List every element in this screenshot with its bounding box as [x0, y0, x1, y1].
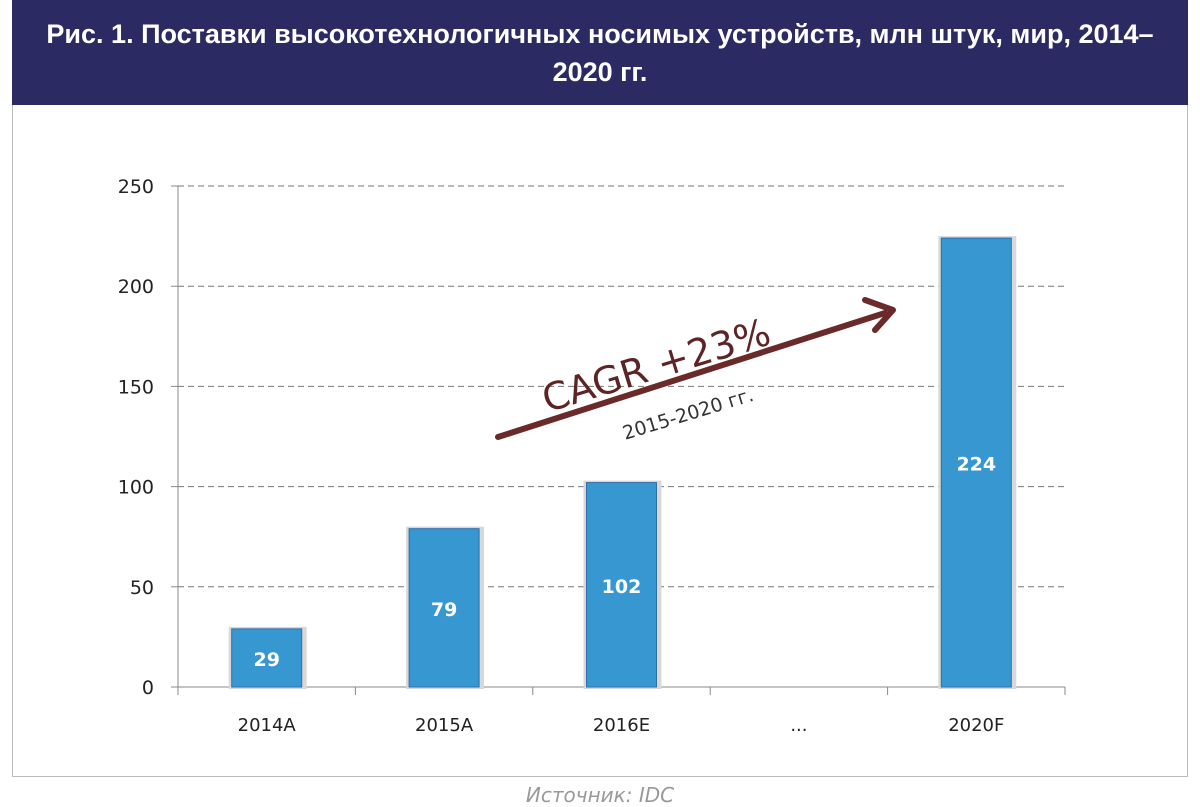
y-tick-label: 150 [118, 376, 154, 398]
bar [231, 628, 303, 688]
arrow-head-icon [862, 297, 896, 333]
data-label: 224 [956, 454, 996, 476]
y-tick-label: 100 [118, 477, 154, 499]
chart-frame [12, 105, 1188, 777]
x-tick-label: 2015A [415, 715, 474, 736]
x-tick-label: 2016E [593, 715, 650, 736]
bar [940, 237, 1012, 688]
y-tick-label: 0 [142, 677, 154, 699]
source-note: Источник: IDC [525, 783, 675, 807]
x-tick-label: ... [790, 715, 807, 736]
data-label: 102 [602, 576, 642, 598]
bar [408, 528, 480, 688]
y-tick-label: 250 [118, 176, 154, 198]
cagr-arrow [495, 310, 888, 440]
y-tick-label: 200 [118, 276, 154, 298]
data-label: 79 [431, 599, 457, 621]
chart-title: Рис. 1. Поставки высокотехнологичных нос… [12, 0, 1188, 105]
data-label: 29 [253, 649, 279, 671]
x-tick-label: 2020F [948, 715, 1004, 736]
bar [586, 482, 657, 688]
x-tick-label: 2014A [238, 715, 297, 736]
y-tick-label: 50 [130, 577, 154, 599]
